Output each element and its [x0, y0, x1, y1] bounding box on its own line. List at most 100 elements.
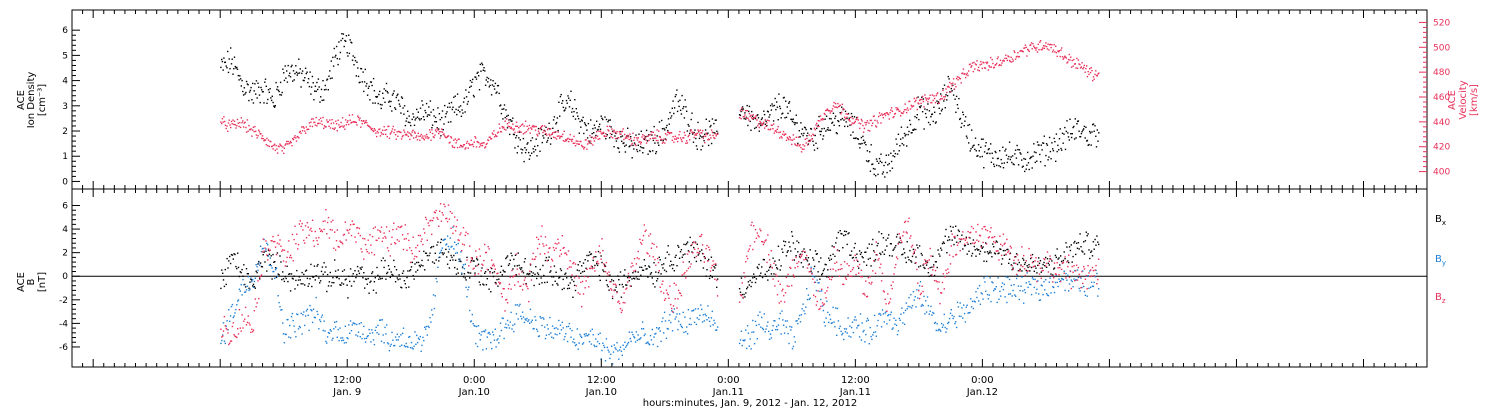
by-point [785, 326, 788, 328]
by-point [791, 348, 794, 350]
bx-point [955, 225, 957, 227]
bx-point [788, 241, 790, 243]
by-point [670, 321, 672, 324]
bz-point [291, 233, 294, 236]
bx-point [340, 284, 342, 286]
bx-point [529, 272, 531, 275]
by-point [748, 345, 750, 347]
velocity-point [776, 131, 778, 133]
velocity-point [779, 131, 782, 133]
bx-point [955, 241, 958, 243]
by-point [349, 332, 351, 334]
bz-point [295, 243, 297, 245]
bx-point [1025, 269, 1027, 272]
bx-point [257, 263, 259, 265]
density-point [224, 61, 227, 63]
velocity-point [304, 132, 307, 134]
bx-point [270, 255, 272, 257]
velocity-point [379, 128, 381, 130]
velocity-point [421, 137, 423, 139]
density-point [379, 103, 382, 106]
bx-point [698, 253, 700, 255]
density-point [822, 138, 824, 140]
bz-point [327, 216, 330, 219]
by-point [929, 310, 931, 312]
velocity-point [684, 134, 686, 136]
velocity-point [999, 64, 1001, 66]
bx-point [1038, 257, 1040, 259]
velocity-point [1060, 49, 1062, 51]
density-point [776, 101, 778, 103]
bx-point [266, 270, 268, 272]
velocity-point [516, 125, 518, 127]
by-point [301, 333, 303, 335]
by-point [576, 328, 578, 330]
by-point [340, 337, 342, 339]
velocity-point [891, 110, 894, 112]
velocity-point [339, 126, 342, 128]
bx-point [428, 254, 430, 257]
density-point [258, 94, 261, 96]
density-point [1087, 144, 1089, 146]
density-point [971, 146, 974, 148]
density-point [247, 84, 249, 86]
density-point [613, 146, 615, 148]
bz-point [600, 258, 602, 260]
by-point [746, 347, 748, 350]
bx-point [454, 266, 456, 269]
bx-point [559, 276, 561, 279]
density-point [543, 137, 545, 139]
density-point [239, 78, 242, 80]
velocity-point [789, 137, 791, 139]
density-point [493, 85, 495, 87]
velocity-point [600, 132, 602, 134]
by-point [822, 309, 825, 312]
by-point [522, 316, 525, 318]
bx-point [1036, 272, 1038, 274]
velocity-point [874, 119, 876, 122]
bz-point [567, 250, 570, 252]
bz-point [547, 251, 549, 253]
bx-point [1030, 266, 1033, 269]
velocity-point [616, 130, 618, 133]
bz-point [695, 255, 698, 258]
density-point [546, 141, 548, 143]
bx-point [421, 259, 423, 262]
by-point [1034, 278, 1036, 281]
density-point [750, 129, 752, 131]
by-point [476, 325, 478, 328]
by-point [938, 328, 940, 330]
density-point [667, 118, 670, 120]
density-point [278, 90, 280, 93]
density-point [793, 121, 795, 124]
velocity-point [474, 136, 476, 138]
by-point [338, 339, 340, 342]
bz-point [409, 261, 412, 264]
density-point [285, 77, 287, 79]
velocity-point [814, 129, 816, 131]
bz-point [611, 289, 613, 291]
bx-point [274, 261, 276, 263]
bx-point [945, 228, 947, 231]
bx-point [482, 283, 484, 285]
velocity-point [903, 111, 905, 113]
bx-point [424, 269, 426, 271]
velocity-point [284, 144, 286, 146]
density-point [249, 89, 252, 92]
bx-point [834, 255, 836, 257]
bx-point [644, 265, 646, 267]
density-point [760, 124, 762, 127]
bx-point [1002, 249, 1005, 252]
bz-point [336, 229, 338, 231]
velocity-point [430, 139, 432, 141]
by-point [910, 293, 912, 296]
velocity-point [334, 127, 336, 129]
bz-point [767, 234, 769, 236]
bx-point [754, 281, 757, 284]
density-point [428, 106, 430, 108]
density-point [462, 112, 464, 114]
bx-point [697, 254, 699, 256]
velocity-point [1058, 51, 1060, 53]
density-point [1052, 148, 1054, 150]
velocity-point [397, 130, 400, 133]
